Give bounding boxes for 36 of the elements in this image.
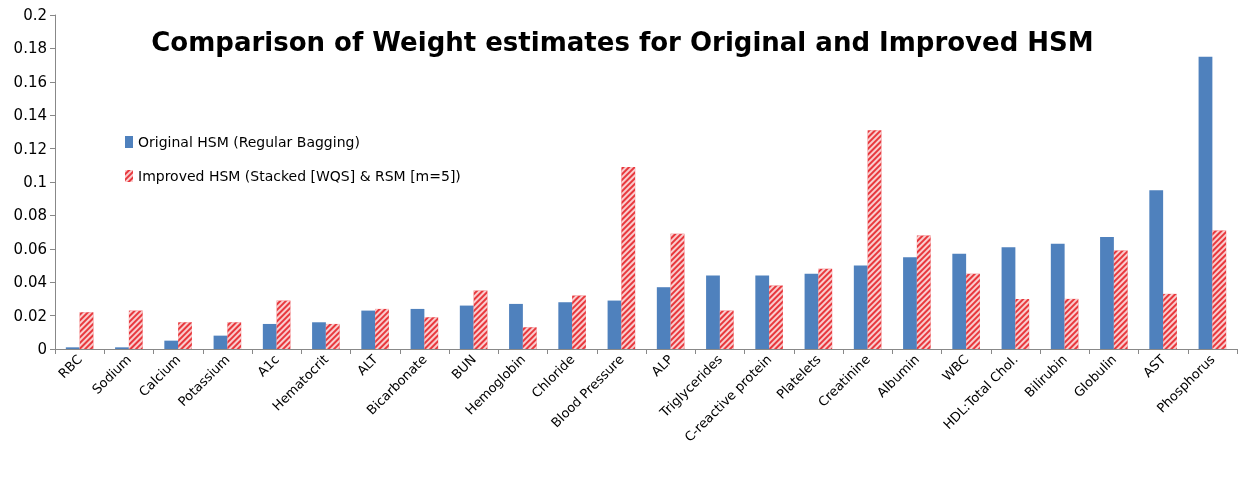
- legend-label: Improved HSM (Stacked [WQS] & RSM [m=5]): [138, 168, 461, 184]
- bar: [952, 253, 967, 349]
- bar: [804, 273, 819, 349]
- bar: [213, 335, 228, 349]
- y-tick-label: 0: [37, 340, 47, 358]
- y-tick-label: 0.16: [13, 72, 47, 91]
- bar: [509, 303, 523, 349]
- bar: [262, 323, 277, 349]
- bar: [1050, 243, 1065, 349]
- y-tick-label: 0.18: [13, 39, 47, 58]
- y-tick-label: 0.14: [13, 106, 47, 125]
- bar: [410, 308, 425, 349]
- y-tick-label: 0.02: [13, 306, 47, 325]
- bar: [1198, 56, 1213, 349]
- y-tick-label: 0.12: [13, 139, 47, 158]
- bar: [459, 305, 474, 349]
- y-tick-label: 0.1: [23, 173, 47, 191]
- y-tick-label: 0.2: [23, 6, 47, 24]
- bar: [1149, 190, 1164, 349]
- bar: [853, 265, 868, 349]
- bar: [1100, 237, 1114, 349]
- bar: [706, 275, 720, 349]
- bar: [361, 310, 376, 349]
- bar: [312, 322, 326, 349]
- bar: [1001, 247, 1016, 349]
- bar: [656, 287, 671, 349]
- text: Comparison of Weight estimates for Original and Improved HSM: [151, 27, 1094, 57]
- y-tick-label: 0.06: [13, 239, 47, 258]
- y-tick-label: 0.08: [13, 206, 47, 225]
- bar: [164, 340, 179, 349]
- y-tick-label: 0.04: [13, 273, 47, 292]
- bar: [558, 302, 573, 349]
- legend-label: Original HSM (Regular Bagging): [138, 134, 360, 150]
- bar: [755, 275, 770, 349]
- bar: [607, 300, 622, 349]
- bar: [903, 257, 917, 349]
